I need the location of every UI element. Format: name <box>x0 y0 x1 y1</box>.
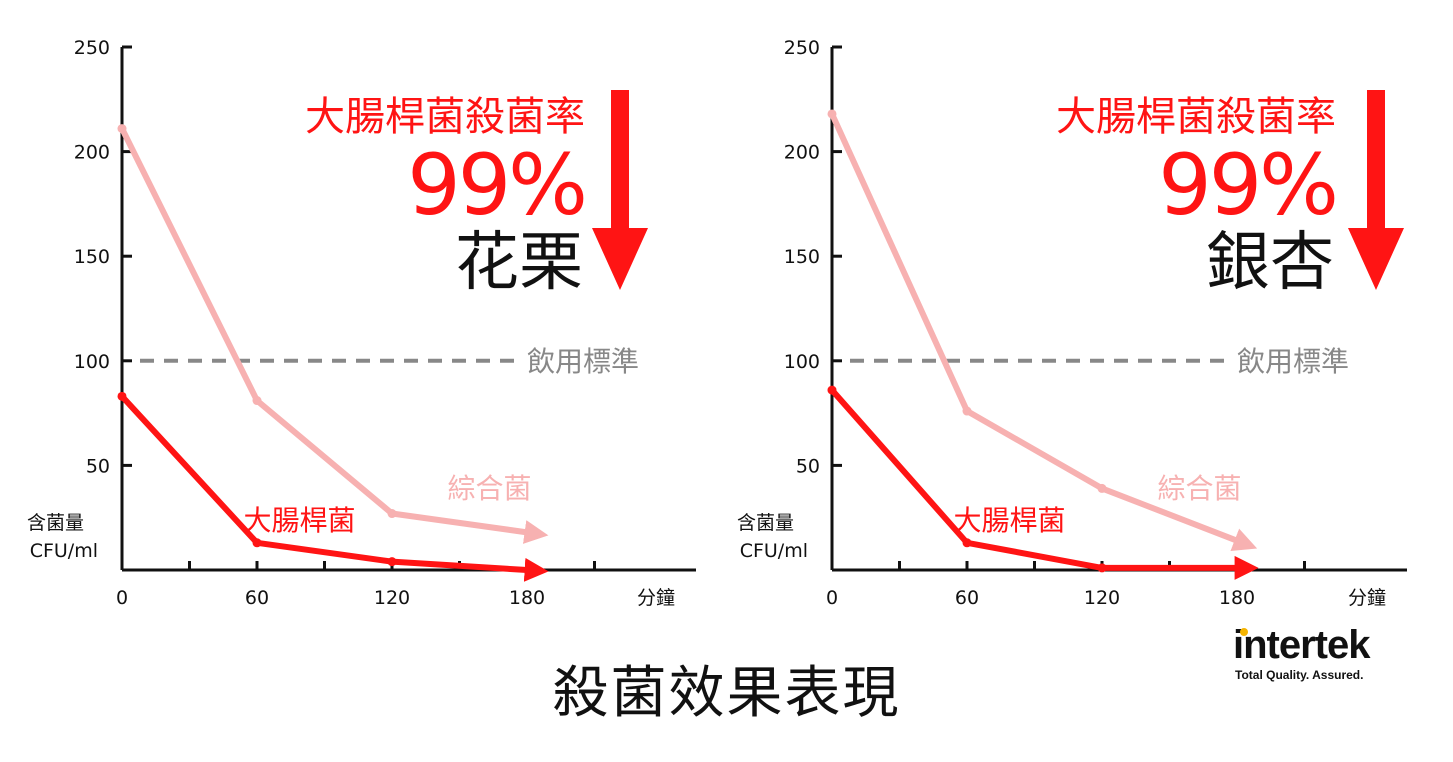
x-tick-label: 120 <box>374 587 410 609</box>
subject-name: 銀杏 <box>1206 226 1334 300</box>
series-label-total: 綜合菌 <box>447 472 531 505</box>
x-tick-label: 180 <box>509 587 545 609</box>
caption-title: 殺菌效果表現 <box>552 661 901 726</box>
logo-dot-icon <box>1240 628 1248 636</box>
down-arrow-shaft <box>611 90 629 240</box>
y-axis-unit: CFU/ml <box>30 540 98 562</box>
y-tick-label: 50 <box>796 455 820 477</box>
down-arrow-shaft <box>1367 90 1385 240</box>
x-tick-label: 120 <box>1084 587 1120 609</box>
series-label-ecoli: 大腸桿菌 <box>243 504 355 537</box>
reference-label: 飲用標準 <box>527 345 639 378</box>
y-axis-unit: CFU/ml <box>740 540 808 562</box>
series-label-total: 綜合菌 <box>1157 472 1241 505</box>
x-tick-label: 0 <box>116 587 128 609</box>
chart-right: 250 200 150 100 50 0 60 120 180 分鐘 含菌量 CFU/ml 飲用標準綜合… <box>737 37 1407 609</box>
y-tick-label: 250 <box>784 37 820 59</box>
series-label-ecoli: 大腸桿菌 <box>953 504 1065 537</box>
headline-label: 大腸桿菌殺菌率 <box>305 94 585 140</box>
y-axis-label: 含菌量 <box>27 512 84 534</box>
down-arrow-head <box>592 228 648 290</box>
x-axis-label: 分鐘 <box>1348 587 1386 609</box>
x-axis-label: 分鐘 <box>637 587 675 609</box>
y-tick-label: 150 <box>784 246 820 268</box>
data-point-total <box>117 124 127 134</box>
y-tick-label: 150 <box>74 246 110 268</box>
data-point-ecoli <box>827 385 837 395</box>
trend-arrow-total <box>391 510 549 544</box>
y-axis-label: 含菌量 <box>737 512 794 534</box>
chart-left: 250 200 150 100 50 0 60 120 180 分鐘 含菌量 CFU/ml 飲用標準綜合… <box>27 37 696 609</box>
data-point-ecoli <box>117 391 127 401</box>
x-tick-label: 180 <box>1219 587 1255 609</box>
x-tick-label: 60 <box>245 587 269 609</box>
kill-rate-percent: 99% <box>1158 136 1336 234</box>
y-tick-label: 100 <box>784 351 820 373</box>
data-point-total <box>962 406 972 416</box>
x-tick-label: 0 <box>826 587 838 609</box>
y-tick-label: 200 <box>74 142 110 164</box>
y-tick-label: 50 <box>86 455 110 477</box>
data-point-ecoli <box>252 538 262 548</box>
trend-arrow-ecoli <box>391 557 549 582</box>
intertek-logo: intertek Total Quality. Assured. <box>1233 622 1413 682</box>
kill-rate-percent: 99% <box>407 136 585 234</box>
data-point-ecoli <box>962 538 972 548</box>
y-tick-label: 100 <box>74 351 110 373</box>
logo-wordmark: intertek <box>1233 623 1371 667</box>
logo-tagline: Total Quality. Assured. <box>1235 668 1364 682</box>
headline-label: 大腸桿菌殺菌率 <box>1056 94 1336 140</box>
series-line-total <box>119 127 394 516</box>
x-tick-label: 60 <box>955 587 979 609</box>
y-tick-label: 200 <box>784 142 820 164</box>
subject-name: 花栗 <box>455 226 583 300</box>
reference-label: 飲用標準 <box>1237 345 1349 378</box>
data-point-total <box>252 396 262 406</box>
trend-arrow-total <box>1100 485 1258 552</box>
data-point-total <box>827 109 837 119</box>
y-tick-label: 250 <box>74 37 110 59</box>
down-arrow-head <box>1348 228 1404 290</box>
